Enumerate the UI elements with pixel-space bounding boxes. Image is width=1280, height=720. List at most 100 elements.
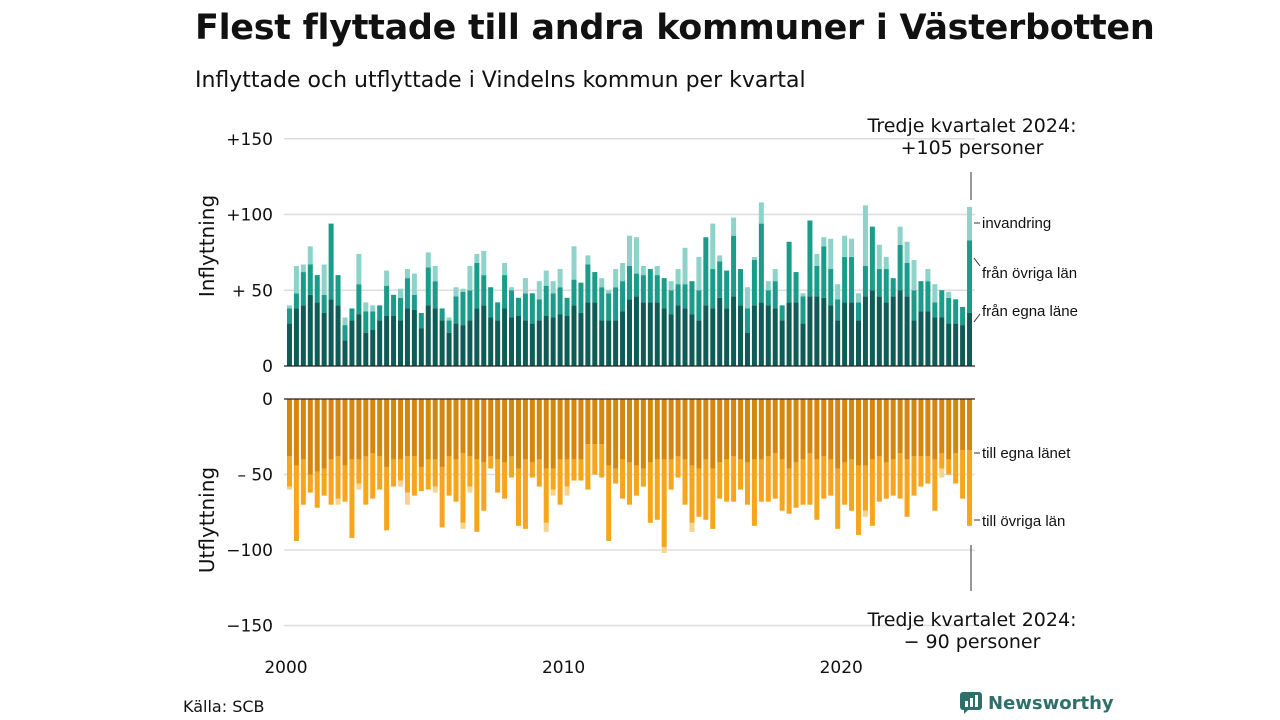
bar-out-own-county <box>307 399 313 475</box>
bar-out-other-counties <box>849 459 855 511</box>
bar-out-own-county <box>689 399 695 466</box>
bar-in-immigration <box>946 291 952 298</box>
bar-in-immigration <box>432 266 438 282</box>
bar-in-immigration <box>536 281 542 300</box>
bar-in-other-counties <box>717 261 723 298</box>
bar-in-own-county <box>411 309 417 366</box>
bar-out-other-counties <box>772 453 778 499</box>
bar-in-other-counties <box>286 308 292 324</box>
bar-in-immigration <box>293 266 299 294</box>
bar-out-own-county <box>370 399 376 454</box>
bar-out-own-county <box>904 399 910 460</box>
bar-in-immigration <box>286 305 292 309</box>
bar-in-own-county <box>869 290 875 366</box>
bar-out-other-counties <box>398 459 403 481</box>
bar-out-other-counties <box>564 459 570 487</box>
bar-out-other-counties <box>418 466 424 492</box>
bar-in-other-counties <box>599 287 605 321</box>
bar-in-other-counties <box>564 297 570 316</box>
bar-out-other-counties <box>529 462 535 478</box>
bar-out-own-county <box>453 399 459 460</box>
bar-in-own-county <box>960 325 966 366</box>
bar-in-own-county <box>481 305 487 366</box>
series-label-till-ovriga-lan: till övriga län <box>982 513 1065 530</box>
bar-in-own-county <box>398 320 403 366</box>
bar-in-other-counties <box>321 294 327 313</box>
bar-out-own-county <box>633 399 639 466</box>
bar-in-immigration <box>883 256 889 270</box>
bar-in-other-counties <box>967 240 973 313</box>
bar-in-immigration <box>967 206 973 241</box>
bar-in-own-county <box>599 320 605 366</box>
bar-in-other-counties <box>384 285 390 316</box>
bar-in-own-county <box>377 320 383 366</box>
bar-out-own-county <box>481 399 487 463</box>
bar-in-own-county <box>647 302 653 366</box>
bar-in-other-counties <box>592 272 598 303</box>
bar-in-other-counties <box>765 290 771 306</box>
bar-in-other-counties <box>925 281 931 312</box>
bar-out-other-counties <box>946 459 952 475</box>
bar-out-own-county <box>724 399 730 460</box>
bar-out-emigration <box>460 522 466 529</box>
bar-in-own-county <box>744 332 750 366</box>
bar-in-own-county <box>939 317 945 366</box>
bar-out-other-counties <box>536 459 542 487</box>
bar-out-own-county <box>349 399 355 460</box>
bar-out-own-county <box>911 399 917 457</box>
bar-in-immigration <box>751 256 757 260</box>
bar-out-other-counties <box>411 456 417 496</box>
bar-out-other-counties <box>661 459 667 547</box>
bar-out-other-counties <box>932 459 938 511</box>
bar-in-immigration <box>897 226 903 245</box>
bar-in-other-counties <box>370 311 376 330</box>
bar-in-immigration <box>640 266 646 276</box>
bar-in-own-county <box>307 294 313 366</box>
top-gridlines: +150 +100 + 50 0 <box>226 130 975 377</box>
bar-in-other-counties <box>890 278 896 297</box>
bar-in-immigration <box>474 253 480 263</box>
bar-in-other-counties <box>703 237 709 306</box>
bar-in-own-county <box>293 308 299 366</box>
bar-out-other-counties <box>828 459 834 496</box>
bar-out-own-county <box>869 399 875 460</box>
bar-out-own-county <box>425 399 431 460</box>
bar-out-own-county <box>640 399 646 469</box>
bar-in-immigration <box>744 287 750 309</box>
bar-in-own-county <box>328 299 334 366</box>
bar-in-other-counties <box>314 275 320 303</box>
bar-in-immigration <box>467 266 473 291</box>
bar-in-own-county <box>453 323 459 366</box>
bar-in-other-counties <box>446 320 452 333</box>
bar-out-emigration <box>356 483 362 490</box>
bar-in-own-county <box>793 302 799 366</box>
bar-out-own-county <box>953 399 959 454</box>
bar-out-other-counties <box>724 459 730 502</box>
bar-in-other-counties <box>488 287 494 318</box>
bar-in-immigration <box>856 293 861 303</box>
bar-out-own-county <box>321 399 327 469</box>
y-axis-title-inflow: Inflyttning <box>195 195 219 297</box>
bar-out-other-counties <box>425 459 431 490</box>
bar-in-other-counties <box>661 278 667 309</box>
series-label-fran-egna-lanet-tick <box>973 313 981 323</box>
bar-in-immigration <box>460 288 466 292</box>
bar-in-own-county <box>578 312 584 366</box>
bar-in-other-counties <box>932 302 938 318</box>
bar-in-other-counties <box>842 256 848 303</box>
bar-out-own-county <box>939 399 945 454</box>
bar-in-own-county <box>418 328 424 367</box>
top-annotation-line-2: +105 personer <box>901 137 1044 159</box>
bar-in-immigration <box>696 256 702 291</box>
bar-in-immigration <box>321 264 327 295</box>
bar-out-other-counties <box>599 444 605 478</box>
bar-in-own-county <box>370 329 376 366</box>
bar-in-other-counties <box>543 285 549 316</box>
bar-out-other-counties <box>363 456 369 505</box>
bar-out-own-county <box>404 399 410 457</box>
bar-in-immigration <box>717 255 723 262</box>
bar-in-own-county <box>585 302 591 366</box>
bar-out-other-counties <box>509 456 515 478</box>
bar-out-emigration <box>939 468 945 478</box>
